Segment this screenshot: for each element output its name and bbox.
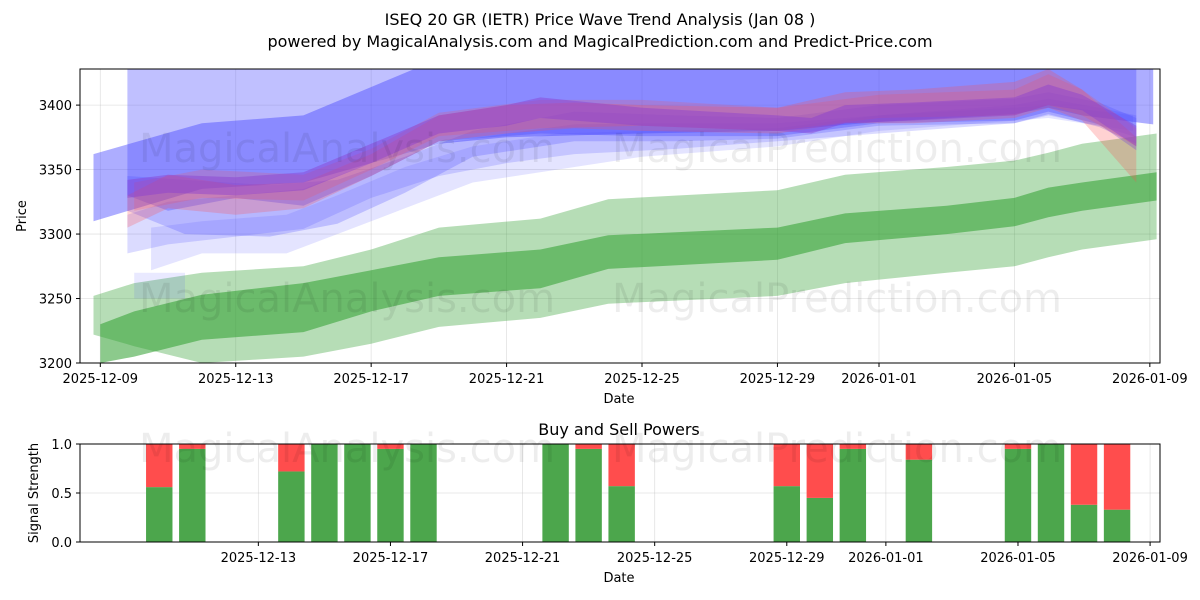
watermark-analysis-mid: MagicalAnalysis.com <box>139 276 555 322</box>
price-x-tick-label: 2025-12-25 <box>604 372 680 387</box>
price-x-tick-label: 2026-01-05 <box>977 372 1053 387</box>
powers-x-tick-label: 2026-01-09 <box>1112 551 1188 566</box>
buy-bar <box>839 448 867 542</box>
sell-bar <box>839 444 867 449</box>
price-y-tick-label: 3400 <box>39 99 72 114</box>
blue-wave-band <box>127 69 1137 211</box>
watermark-analysis-top: MagicalAnalysis.com <box>139 126 555 172</box>
price-bands <box>93 69 1157 363</box>
buy-bar <box>1004 448 1032 542</box>
watermark-prediction-top: MagicalPrediction.com <box>612 126 1062 172</box>
buy-bar <box>1103 509 1131 542</box>
price-y-tick-label: 3350 <box>39 164 72 179</box>
price-axes: 2025-12-09 2025-12-13 2025-12-17 2025-12-21… <box>39 99 1188 387</box>
sell-bar <box>806 444 834 498</box>
price-x-tick-label: 2025-12-09 <box>63 372 139 387</box>
sell-bar <box>608 444 635 487</box>
price-x-tick-label: 2025-12-29 <box>740 372 816 387</box>
blue-wave-band <box>127 98 1137 254</box>
watermark-analysis-bottom: MagicalAnalysis.com <box>139 426 555 472</box>
buy-bar <box>377 448 404 542</box>
price-x-label: Date <box>603 392 634 407</box>
buy-bar <box>905 459 933 542</box>
powers-x-tick-label: 2025-12-21 <box>485 551 561 566</box>
purple-wave-band <box>127 84 1137 198</box>
buy-bar <box>278 471 305 542</box>
sell-bar <box>1070 444 1098 505</box>
powers-x-tick-label: 2025-12-25 <box>617 551 693 566</box>
powers-y-tick-label: 0.0 <box>51 536 72 551</box>
powers-x-tick-label: 2025-12-17 <box>353 551 429 566</box>
buy-bar <box>311 444 338 542</box>
powers-title: Buy and Sell Powers <box>538 420 700 439</box>
buy-bar <box>179 448 206 542</box>
sell-bar <box>1103 444 1131 510</box>
sell-bar <box>575 444 602 449</box>
powers-axes: 2025-12-13 2025-12-17 2025-12-21 2025-12-25… <box>51 438 1188 566</box>
buy-bar <box>575 448 602 542</box>
blue-wave-band <box>93 69 1154 222</box>
sell-bar <box>179 444 206 449</box>
buy-bar <box>542 444 569 542</box>
powers-x-tick-label: 2025-12-29 <box>749 551 825 566</box>
price-x-tick-label: 2026-01-09 <box>1112 372 1188 387</box>
powers-x-tick-label: 2026-01-01 <box>848 551 924 566</box>
price-plot-frame <box>79 68 1161 364</box>
price-watermarks: MagicalAnalysis.com MagicalPrediction.co… <box>139 126 1062 322</box>
buy-bar <box>1037 444 1065 542</box>
sell-bar <box>377 444 404 449</box>
sell-bar <box>773 444 800 487</box>
price-x-tick-label: 2025-12-21 <box>469 372 545 387</box>
price-y-tick-label: 3250 <box>39 293 72 308</box>
powers-x-label: Date <box>603 571 634 586</box>
price-x-tick-label: 2025-12-17 <box>333 372 409 387</box>
sell-bar <box>146 444 173 488</box>
red-wave-band <box>134 74 1137 211</box>
powers-y-label: Signal Strength <box>27 443 42 543</box>
blue-wave-band <box>127 92 1137 237</box>
buy-bar <box>806 497 834 542</box>
buy-bar <box>1070 504 1098 542</box>
buy-bar <box>146 487 173 542</box>
green-trend-band <box>100 172 1157 363</box>
price-y-tick-label: 3200 <box>39 357 72 372</box>
powers-bars <box>146 444 1131 542</box>
powers-watermarks: MagicalAnalysis.com MagicalPrediction.co… <box>139 426 1062 472</box>
sell-bar <box>1004 444 1032 449</box>
chart-subtitle: powered by MagicalAnalysis.com and Magic… <box>267 32 932 51</box>
blue-wave-band <box>134 272 185 299</box>
buy-bar <box>608 486 635 542</box>
price-y-tick-label: 3300 <box>39 228 72 243</box>
buy-bar <box>773 486 800 542</box>
powers-x-tick-label: 2026-01-05 <box>980 551 1056 566</box>
powers-y-tick-label: 0.5 <box>51 487 72 502</box>
price-x-tick-label: 2025-12-13 <box>198 372 274 387</box>
buy-bar <box>410 444 437 542</box>
red-wave-band <box>127 69 1137 228</box>
chart-title: ISEQ 20 GR (IETR) Price Wave Trend Analy… <box>385 10 816 29</box>
price-x-tick-label: 2026-01-01 <box>841 372 917 387</box>
watermark-prediction-mid: MagicalPrediction.com <box>612 276 1062 322</box>
price-y-label: Price <box>15 200 30 232</box>
buy-bar <box>344 444 371 542</box>
sell-bar <box>905 444 933 460</box>
sell-bar <box>278 444 305 472</box>
blue-wave-band <box>151 105 1133 271</box>
powers-y-tick-label: 1.0 <box>51 438 72 453</box>
powers-x-tick-label: 2025-12-13 <box>221 551 297 566</box>
watermark-prediction-bottom: MagicalPrediction.com <box>612 426 1062 472</box>
